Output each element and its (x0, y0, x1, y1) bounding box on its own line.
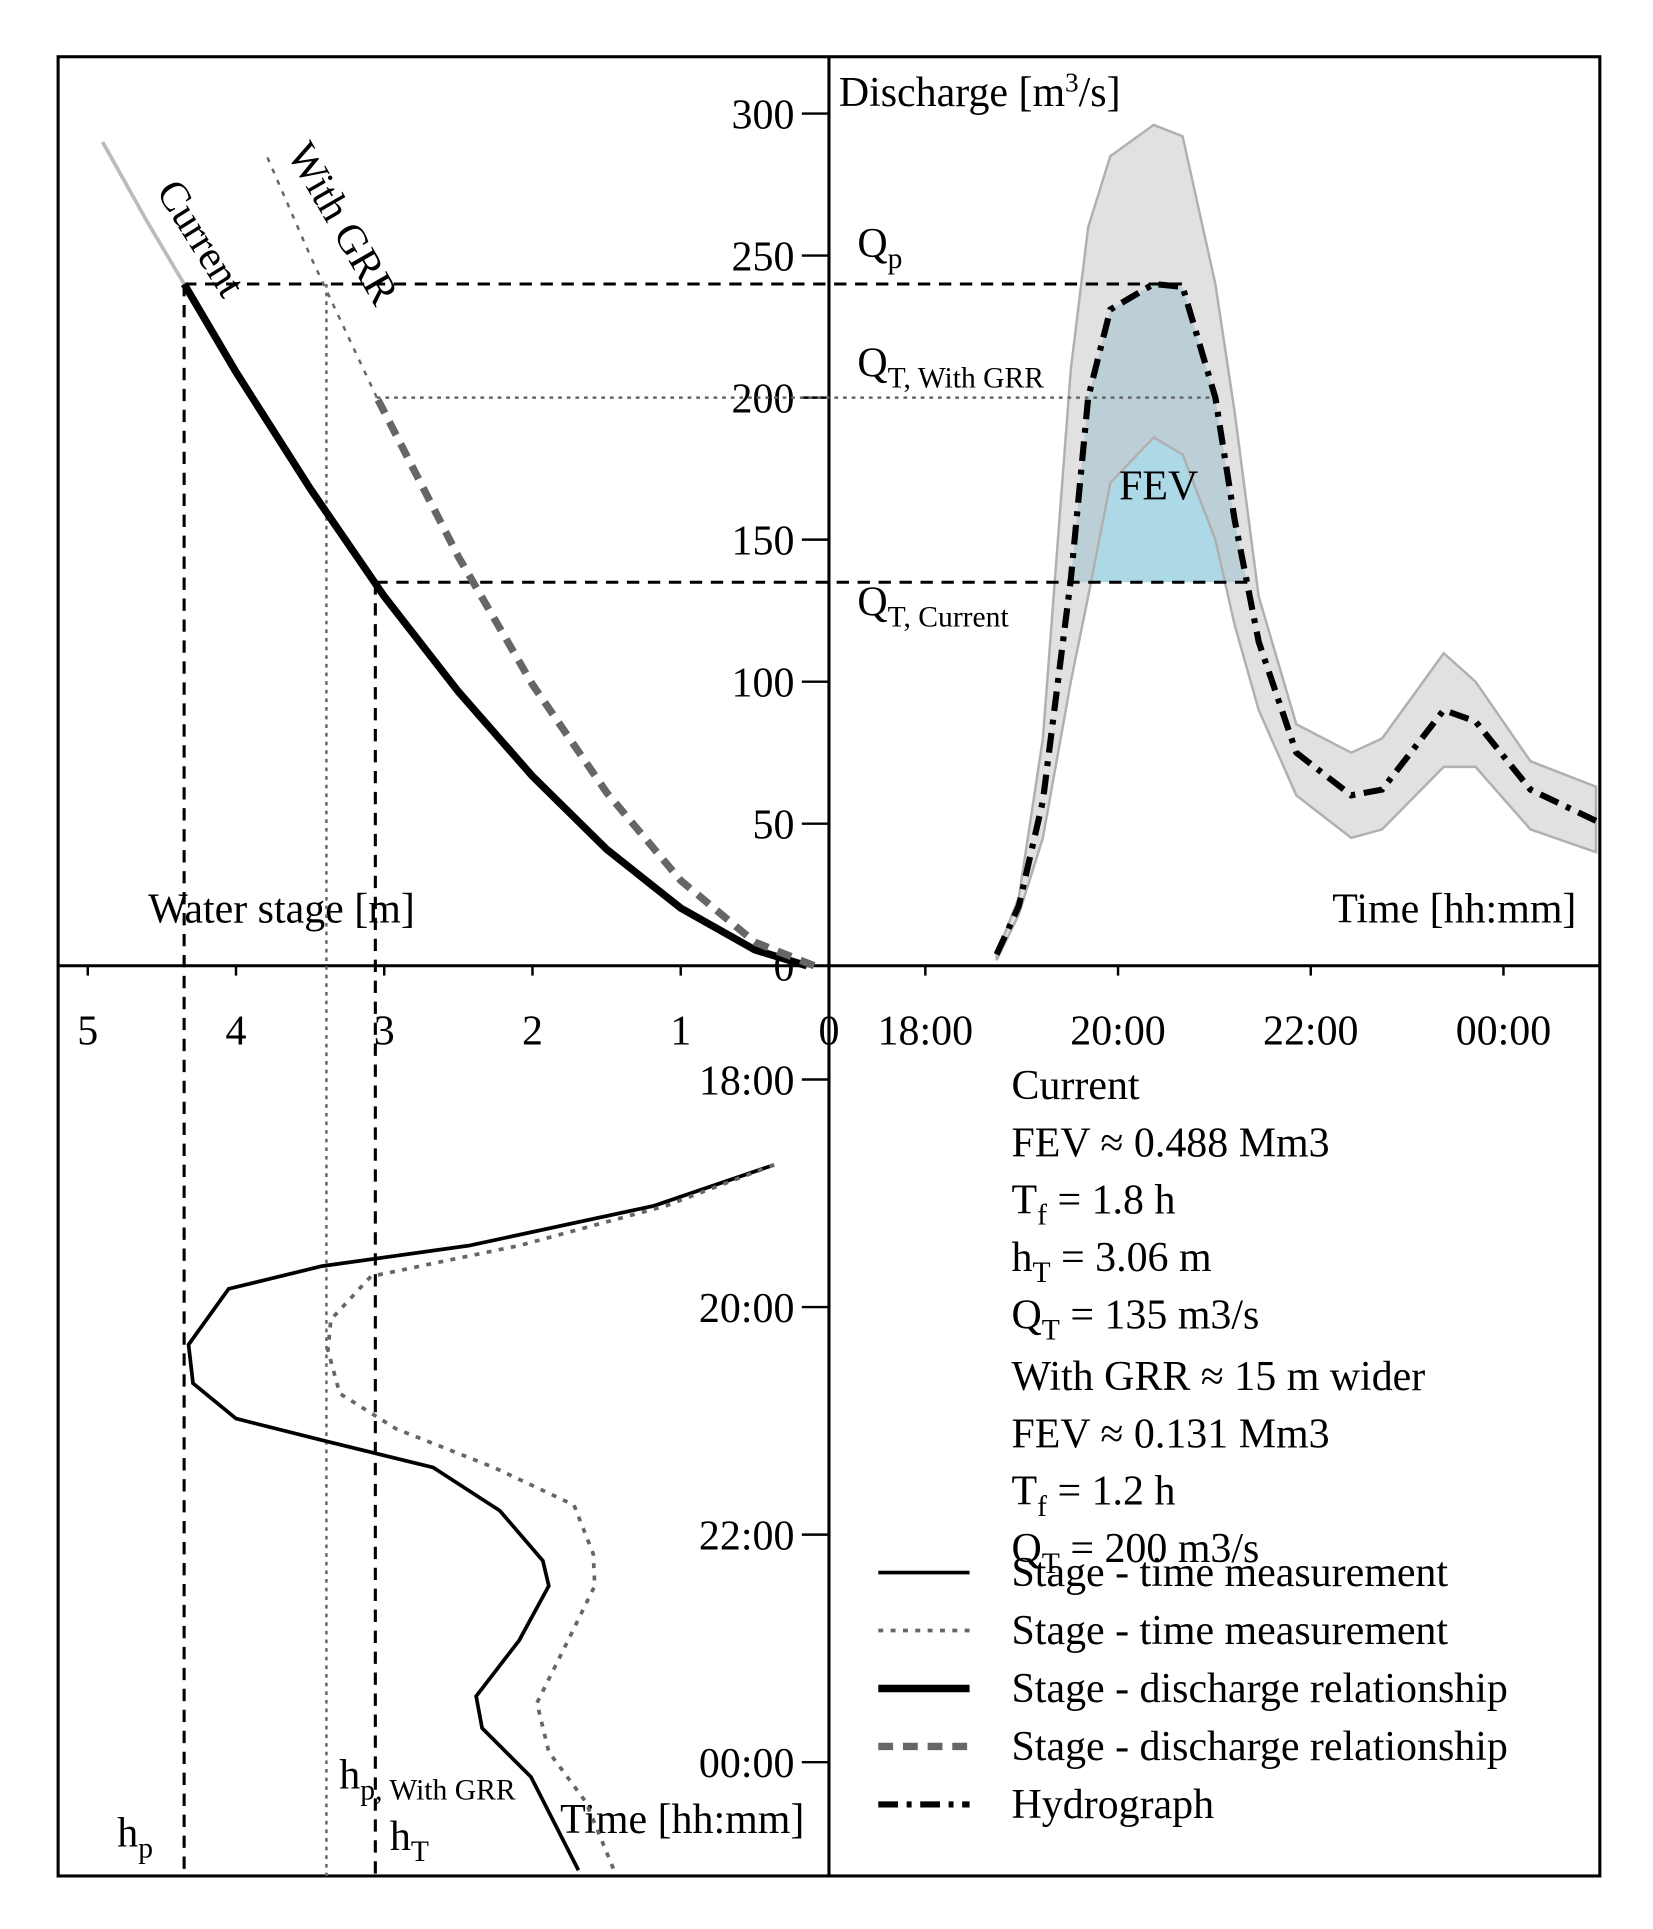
y-tick-label: 50 (753, 803, 795, 849)
y-tick-label: 100 (732, 660, 795, 706)
summary-text-sub: f (1037, 1491, 1047, 1523)
summary-text-main: Current (1012, 1063, 1140, 1109)
x-tick-label: 4 (226, 1009, 247, 1055)
reference-label: hp, With GRR (339, 1752, 516, 1806)
y-tick-label: 22:00 (699, 1513, 795, 1559)
summary-text: QT = 135 m3/s (1012, 1292, 1260, 1346)
summary-text-main: T (1012, 1469, 1038, 1515)
summary-text-main: Q (1012, 1526, 1042, 1572)
y-tick-label: 18:00 (699, 1058, 795, 1104)
reference-label-main: h (117, 1810, 138, 1856)
x-tick-label: 2 (522, 1009, 543, 1055)
x-tick-label: 18:00 (878, 1009, 974, 1055)
summary-text-tail: = 1.8 h (1047, 1178, 1175, 1224)
x-tick-label: 00:00 (1456, 1009, 1552, 1055)
series-line (180, 282, 808, 970)
reference-label-main: Q (857, 221, 887, 267)
summary-text: Tf = 1.8 h (1012, 1178, 1176, 1232)
y-tick-label: 250 (732, 234, 795, 280)
y-axis-label: Discharge [m3/s] (839, 67, 1121, 116)
summary-text-tail: = 135 m3/s (1060, 1292, 1260, 1338)
reference-label-sub: p, With GRR (360, 1774, 516, 1806)
summary-text: FEV ≈ 0.131 Mm3 (1012, 1411, 1330, 1457)
curve-label: Current (147, 172, 254, 305)
uncertainty-band (995, 123, 1598, 961)
y-tick-label: 300 (732, 92, 795, 138)
legend-label: Stage - time measurement (1012, 1550, 1449, 1596)
reference-label: hT (390, 1814, 429, 1868)
reference-label-main: h (390, 1814, 411, 1860)
x-axis-label: Time [hh:mm] (1332, 887, 1576, 933)
summary-text-main: FEV ≈ 0.131 Mm3 (1012, 1411, 1330, 1457)
y-tick-label: 20:00 (699, 1286, 795, 1332)
summary-text: QT = 200 m3/s (1012, 1526, 1260, 1580)
summary-text: With GRR ≈ 15 m wider (1012, 1354, 1426, 1400)
reference-label-sub: p (888, 243, 903, 275)
reference-label-main: h (339, 1752, 360, 1798)
series-line (186, 1163, 775, 1872)
reference-label: QT, With GRR (857, 341, 1044, 395)
y-axis-label: Time [hh:mm] (560, 1797, 804, 1843)
summary-text-sub: f (1037, 1200, 1047, 1232)
series-line (100, 141, 186, 285)
summary-text-sub: T (1042, 1548, 1060, 1580)
summary-text-main: With GRR ≈ 15 m wider (1012, 1354, 1426, 1400)
reference-label: Qp (857, 221, 902, 275)
summary-text: Current (1012, 1063, 1140, 1109)
curve-label: With GRR (278, 135, 407, 313)
summary-text: FEV ≈ 0.488 Mm3 (1012, 1120, 1330, 1166)
summary-text-main: h (1012, 1235, 1033, 1281)
legend-label: Stage - time measurement (1012, 1608, 1449, 1654)
reference-label-sub: p (138, 1832, 153, 1864)
summary-text-tail: = 1.2 h (1047, 1469, 1175, 1515)
summary-text: hT = 3.06 m (1012, 1235, 1212, 1289)
y-tick-label: 00:00 (699, 1741, 795, 1787)
x-tick-label: 1 (670, 1009, 691, 1055)
summary-text-tail: = 3.06 m (1051, 1235, 1212, 1281)
fev-label: FEV (1119, 464, 1198, 510)
reference-label-sub: T (411, 1836, 429, 1868)
summary-text-main: FEV ≈ 0.488 Mm3 (1012, 1120, 1330, 1166)
x-tick-label: 22:00 (1263, 1009, 1359, 1055)
summary-text: Tf = 1.2 h (1012, 1469, 1176, 1523)
y-axis-label-tail: /s] (1079, 70, 1121, 116)
x-axis-label: Water stage [m] (148, 887, 415, 933)
y-axis-label-main: Discharge [m (839, 70, 1065, 116)
x-tick-label: 5 (77, 1009, 98, 1055)
x-tick-label: 20:00 (1070, 1009, 1166, 1055)
series-line (993, 280, 1598, 956)
reference-label-sub: T, With GRR (888, 363, 1045, 395)
series-line (264, 152, 378, 399)
reference-label-sub: T, Current (888, 602, 1010, 634)
reference-label-main: Q (857, 341, 887, 387)
y-tick-label: 200 (732, 376, 795, 422)
reference-label-main: Q (857, 580, 887, 626)
x-tick-label: 0 (818, 1009, 839, 1055)
x-tick-label: 3 (374, 1009, 395, 1055)
summary-text-sub: T (1042, 1314, 1060, 1346)
series-line (373, 395, 816, 970)
reference-label: hp (117, 1810, 153, 1864)
summary-text-main: Q (1012, 1292, 1042, 1338)
legend-label: Hydrograph (1012, 1782, 1215, 1828)
y-axis-label-sup: 3 (1065, 67, 1079, 97)
legend-label: Stage - discharge relationship (1012, 1666, 1508, 1712)
reference-label: QT, Current (857, 580, 1009, 634)
y-tick-label: 150 (732, 518, 795, 564)
summary-text-tail: = 200 m3/s (1060, 1526, 1260, 1572)
summary-text-main: T (1012, 1178, 1038, 1224)
legend-label: Stage - discharge relationship (1012, 1724, 1508, 1770)
summary-text-sub: T (1032, 1257, 1050, 1289)
